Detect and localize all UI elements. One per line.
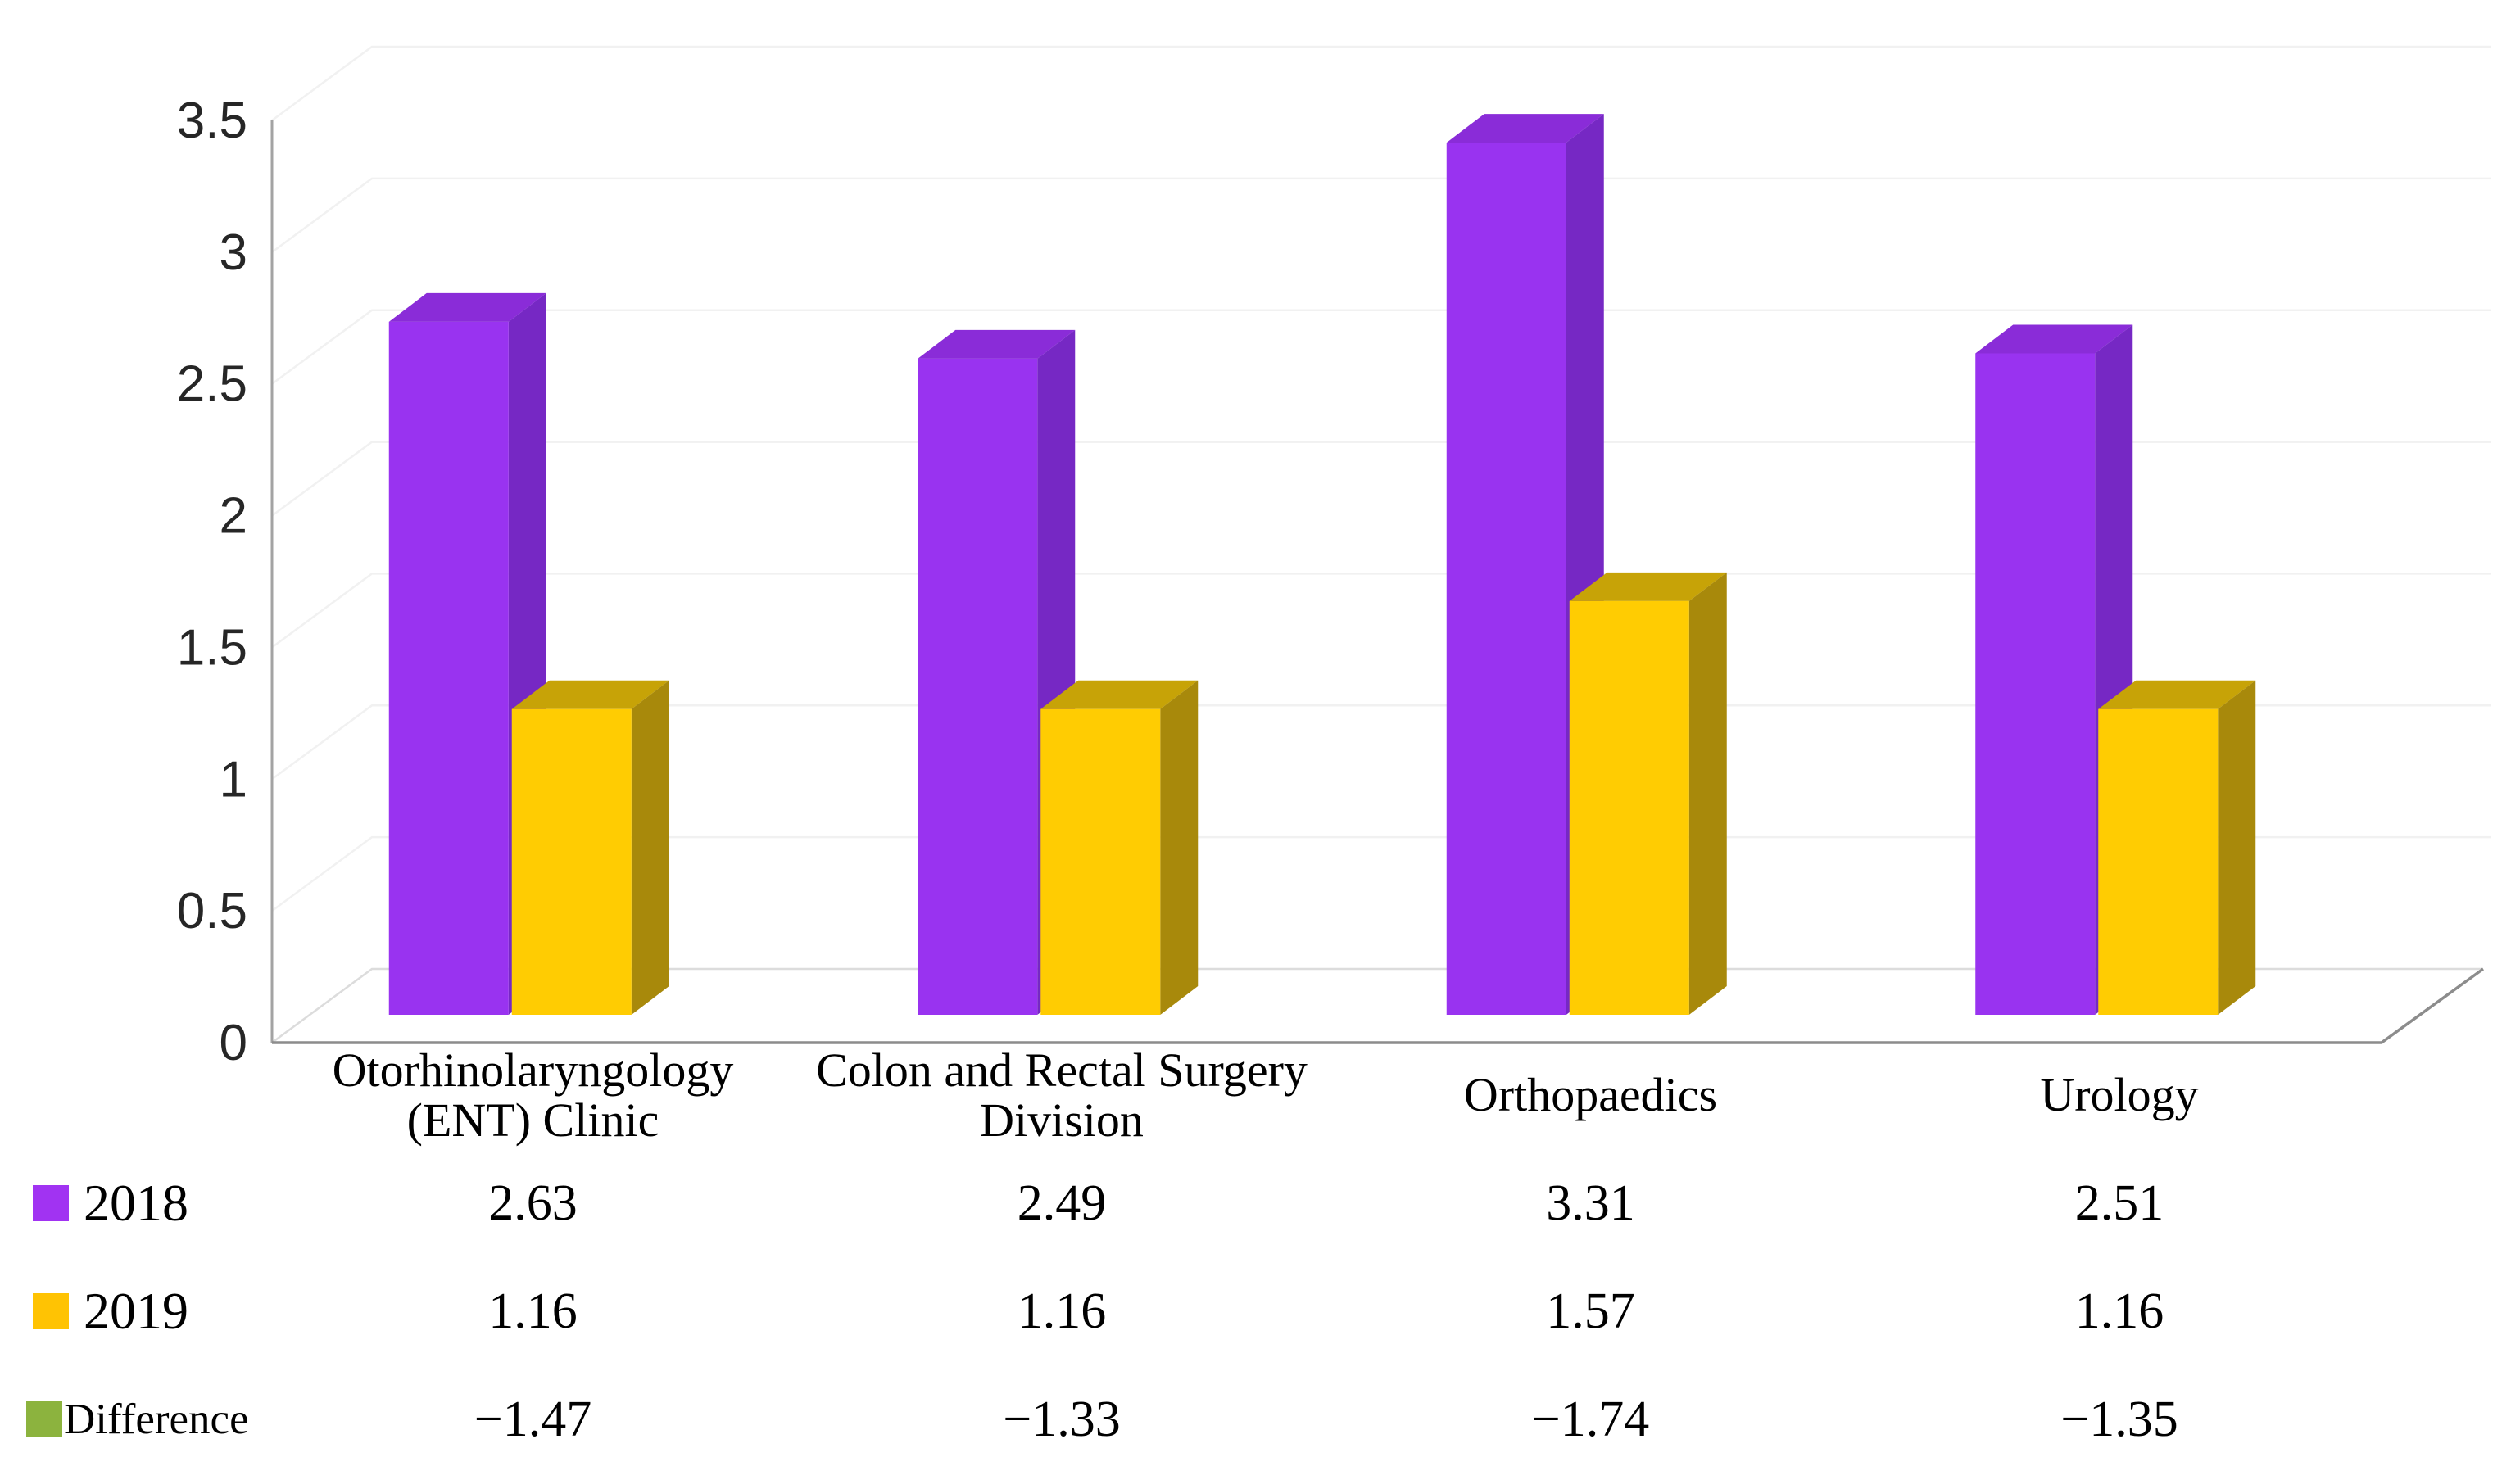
legend-label: 2018 xyxy=(84,1174,188,1232)
x-axis-baseline xyxy=(272,967,2485,1044)
bar-top-face xyxy=(388,292,546,322)
bar-top-face xyxy=(1446,114,1604,143)
bar-side-face xyxy=(1160,680,1199,1015)
cell-difference-category-1: −1.47 xyxy=(474,1391,592,1447)
legend-entry: 2018 xyxy=(23,1173,269,1233)
cell-difference-category-2: −1.33 xyxy=(1003,1391,1121,1447)
cell-2018-category-4: 2.51 xyxy=(2074,1174,2164,1231)
category-header-2: Colon and Rectal Surgery Division xyxy=(816,1043,1308,1147)
y-tick-label: 0.5 xyxy=(177,883,247,939)
bar-2019-category-1 xyxy=(511,680,669,1015)
cell-difference-category-4: −1.35 xyxy=(2060,1391,2178,1447)
table-row-difference: Difference −1.47 −1.33 −1.74 −1.35 xyxy=(23,1367,2384,1472)
gridline-1.5 xyxy=(271,573,2491,649)
y-tick-label: 0 xyxy=(220,1015,247,1071)
category-header-4: Urology xyxy=(2040,1068,2199,1122)
legend-swatch-difference xyxy=(26,1401,62,1437)
y-tick-label: 2.5 xyxy=(177,356,247,413)
bar-front-face xyxy=(388,321,509,1015)
table-row-2018: 2018 2.63 2.49 3.31 2.51 xyxy=(23,1151,2384,1256)
table-corner-cell xyxy=(23,1043,269,1147)
gridline-1 xyxy=(271,704,2491,781)
floor-back-edge xyxy=(271,967,2483,1044)
legend-cell-2018: 2018 xyxy=(23,1151,269,1256)
y-tick-label: 2 xyxy=(220,488,247,545)
bar-front-face xyxy=(1569,600,1689,1015)
bar-front-face xyxy=(918,358,1038,1016)
table-row-2019: 2019 1.16 1.16 1.57 1.16 xyxy=(23,1259,2384,1364)
gridline-2.5 xyxy=(271,309,2491,385)
category-header-1: Otorhinolaryngology (ENT) Clinic xyxy=(332,1043,734,1147)
bar-top-face xyxy=(1975,324,2133,354)
bar-front-face xyxy=(511,708,632,1015)
bar-front-face xyxy=(1975,353,2096,1015)
bar-top-face xyxy=(1569,572,1727,601)
y-tick-label: 3 xyxy=(220,224,247,281)
data-table: Otorhinolaryngology (ENT) Clinic Colon an… xyxy=(23,1039,2384,1475)
legend-cell-2019: 2019 xyxy=(23,1259,269,1364)
bar-front-face xyxy=(1446,143,1566,1015)
y-tick-label: 3.5 xyxy=(177,93,247,149)
legend-swatch-2019 xyxy=(33,1293,69,1329)
cell-2019-category-1: 1.16 xyxy=(488,1283,578,1339)
cell-2018-category-1: 2.63 xyxy=(488,1174,578,1231)
cell-difference-category-3: −1.74 xyxy=(1531,1391,1650,1447)
bar-2019-category-2 xyxy=(1040,680,1199,1015)
cell-2019-category-3: 1.57 xyxy=(1546,1283,1635,1339)
legend-entry: Difference xyxy=(23,1395,269,1444)
cell-2018-category-2: 2.49 xyxy=(1017,1174,1107,1231)
gridline-2 xyxy=(271,441,2491,517)
category-header-3: Orthopaedics xyxy=(1463,1068,1718,1122)
cell-2018-category-3: 3.31 xyxy=(1546,1174,1635,1231)
bar-side-face xyxy=(631,680,669,1015)
bar-front-face xyxy=(2098,708,2219,1015)
gridline-3.5 xyxy=(271,45,2491,122)
legend-entry: 2019 xyxy=(23,1281,269,1342)
legend-label: 2019 xyxy=(84,1282,188,1340)
cell-2019-category-2: 1.16 xyxy=(1017,1283,1107,1339)
bar-top-face xyxy=(2098,680,2256,709)
gridline-3 xyxy=(271,177,2491,253)
y-tick-label: 1 xyxy=(220,751,247,808)
data-table-body: Otorhinolaryngology (ENT) Clinic Colon an… xyxy=(23,1043,2384,1472)
bar-side-face xyxy=(1688,572,1727,1015)
bar-top-face xyxy=(1040,680,1199,709)
legend-label: Difference xyxy=(64,1396,249,1443)
bar-front-face xyxy=(1040,708,1161,1015)
y-tick-label: 1.5 xyxy=(177,619,247,676)
gridline-0.5 xyxy=(271,835,2491,912)
cell-2019-category-4: 1.16 xyxy=(2074,1283,2164,1339)
bar-2019-category-3 xyxy=(1569,572,1727,1015)
bar-top-face xyxy=(918,329,1076,359)
bar-2019-category-4 xyxy=(2098,680,2256,1015)
bar-side-face xyxy=(2218,680,2256,1015)
table-header-row: Otorhinolaryngology (ENT) Clinic Colon an… xyxy=(23,1043,2384,1147)
bar-top-face xyxy=(511,680,669,709)
legend-swatch-2018 xyxy=(33,1185,69,1221)
legend-cell-difference: Difference xyxy=(23,1367,269,1472)
